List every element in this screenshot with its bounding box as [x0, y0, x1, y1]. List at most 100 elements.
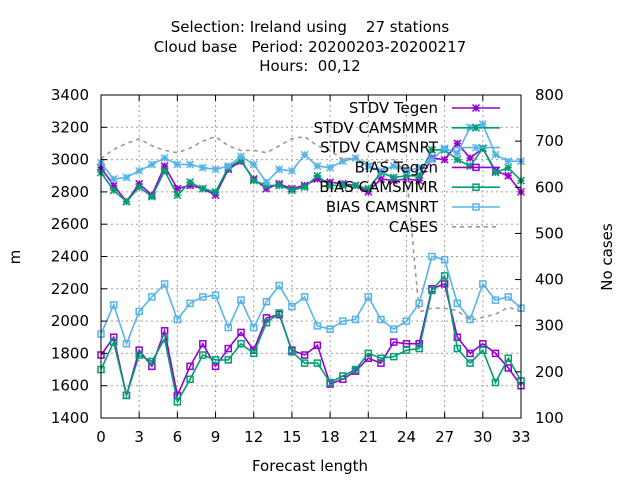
legend-label-bias-camsmmr: BIAS CAMSMMR [319, 178, 438, 196]
y-axis-label: m [6, 250, 24, 265]
data-point [339, 317, 347, 325]
data-point [466, 349, 474, 358]
data-point [389, 173, 398, 182]
data-point [440, 280, 449, 288]
data-point [453, 299, 462, 308]
data-point [160, 327, 169, 335]
data-point [275, 165, 284, 174]
data-point [504, 171, 513, 180]
data-point [326, 325, 334, 333]
ticks: 0 3 6 9 12 15 18 21 24 27 30 33 1400 1600 1800 2000 2200… [51, 86, 564, 446]
data-point [326, 181, 335, 190]
data-point [428, 252, 436, 261]
y-tick-label: 2600 [51, 215, 89, 233]
data-point [135, 307, 143, 316]
data-point [160, 280, 169, 288]
data-point [275, 309, 283, 317]
data-point [287, 166, 296, 175]
data-point [199, 339, 207, 348]
data-point [211, 187, 220, 196]
data-point [402, 171, 411, 180]
data-point [275, 281, 283, 290]
y2-tick-label: 400 [535, 271, 564, 289]
y-tick-label: 2400 [51, 248, 89, 266]
x-tick-label: 3 [134, 428, 144, 446]
data-point [300, 293, 309, 301]
data-point [428, 286, 436, 295]
data-point [262, 314, 271, 322]
data-point [338, 157, 347, 166]
data-point [109, 186, 118, 195]
data-point [504, 163, 513, 172]
data-point [109, 174, 118, 184]
data-point [326, 378, 334, 387]
data-point [275, 181, 284, 190]
data-point [262, 297, 271, 306]
data-point [440, 144, 449, 153]
data-point [478, 120, 487, 129]
data-point [122, 197, 131, 206]
data-point [466, 153, 475, 163]
data-point [224, 323, 233, 332]
y-tick-label: 2800 [51, 183, 89, 201]
data-point [262, 318, 271, 327]
series-line-stdv-camsnrt [100, 123, 521, 184]
x-tick-label: 27 [435, 428, 454, 446]
y-tick-label: 1600 [51, 377, 89, 395]
data-point [376, 174, 386, 184]
data-point [504, 293, 513, 301]
y2-tick-label: 200 [535, 363, 564, 381]
data-point [440, 272, 449, 280]
data-point [504, 354, 513, 362]
data-point [504, 157, 513, 166]
y-tick-label: 3000 [51, 151, 89, 169]
data-point [224, 344, 233, 353]
data-point [377, 359, 385, 367]
data-point [148, 293, 156, 301]
y2-tick-label: 500 [535, 224, 564, 242]
y2-axis-label: No cases [598, 223, 616, 291]
data-point [288, 302, 296, 311]
data-point [313, 341, 322, 350]
data-point [199, 351, 207, 359]
data-point [173, 160, 182, 169]
data-point [389, 338, 398, 346]
data-point [288, 348, 296, 356]
legend-label-bias-camsnrt: BIAS CAMSNRT [326, 198, 439, 216]
data-point [364, 293, 373, 301]
series-bias-camsmmr [97, 272, 525, 406]
data-point [453, 344, 462, 353]
x-tick-label: 21 [359, 428, 378, 446]
legend-marker-bias-camsmmr [472, 183, 480, 191]
data-point [160, 335, 169, 343]
y2-tick-label: 100 [535, 409, 564, 427]
data-point [148, 362, 156, 371]
data-point [122, 173, 131, 182]
legend-label-stdv-camsnrt: STDV CAMSNRT [320, 139, 439, 157]
data-point [351, 315, 360, 324]
data-point [211, 165, 220, 174]
data-point [109, 181, 118, 190]
legend-marker-stdv-camsmmr [471, 123, 481, 132]
data-point [415, 344, 423, 353]
data-point [453, 149, 462, 158]
data-point [326, 163, 335, 172]
x-tick-label: 6 [173, 428, 183, 446]
data-point [160, 166, 169, 175]
y2-tick-label: 700 [535, 132, 564, 150]
data-point [300, 351, 309, 359]
data-point [186, 362, 194, 371]
x-tick-label: 9 [211, 428, 221, 446]
data-point [415, 163, 424, 172]
data-point [491, 150, 500, 159]
y2-tick-label: 300 [535, 317, 564, 335]
data-point [173, 315, 182, 324]
data-point [479, 346, 487, 354]
data-point [402, 346, 411, 354]
series-layer [96, 120, 526, 406]
data-point [313, 359, 322, 367]
grid [101, 95, 521, 418]
data-point [135, 183, 144, 192]
x-tick-label: 24 [397, 428, 416, 446]
